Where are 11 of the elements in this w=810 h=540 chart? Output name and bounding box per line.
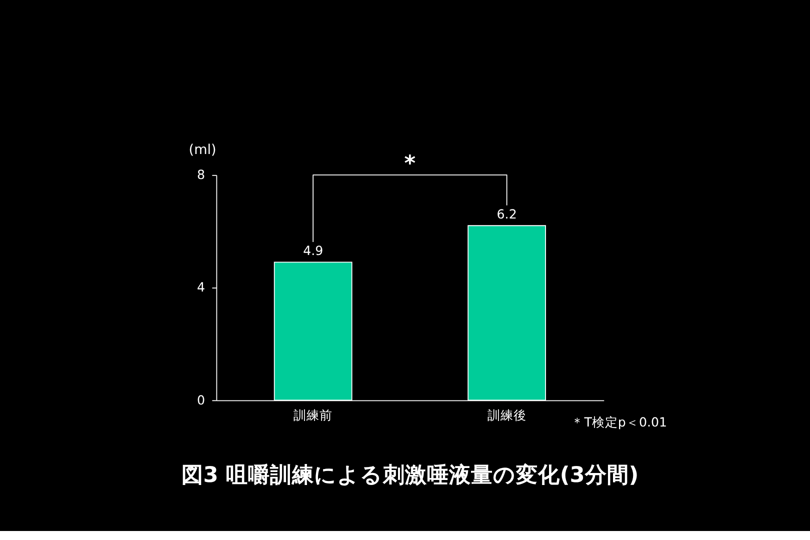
text: ＊T検定p＜0.01 bbox=[571, 414, 668, 430]
data-label: 6.2 bbox=[496, 206, 517, 222]
text: 図3 咀嚼訓練による刺激唾液量の変化(3分間) bbox=[181, 462, 639, 488]
y-tick-label: 0 bbox=[196, 392, 205, 408]
y-tick-label: 4 bbox=[196, 280, 205, 295]
data-label: 4.9 bbox=[303, 243, 324, 258]
annotation: * bbox=[404, 151, 416, 176]
x-tick-label: 訓練後 bbox=[487, 408, 526, 423]
x-tick-label: 訓練前 bbox=[294, 408, 333, 423]
y-axis-title: (ml) bbox=[188, 142, 216, 158]
y-tick-label: 8 bbox=[196, 167, 205, 182]
